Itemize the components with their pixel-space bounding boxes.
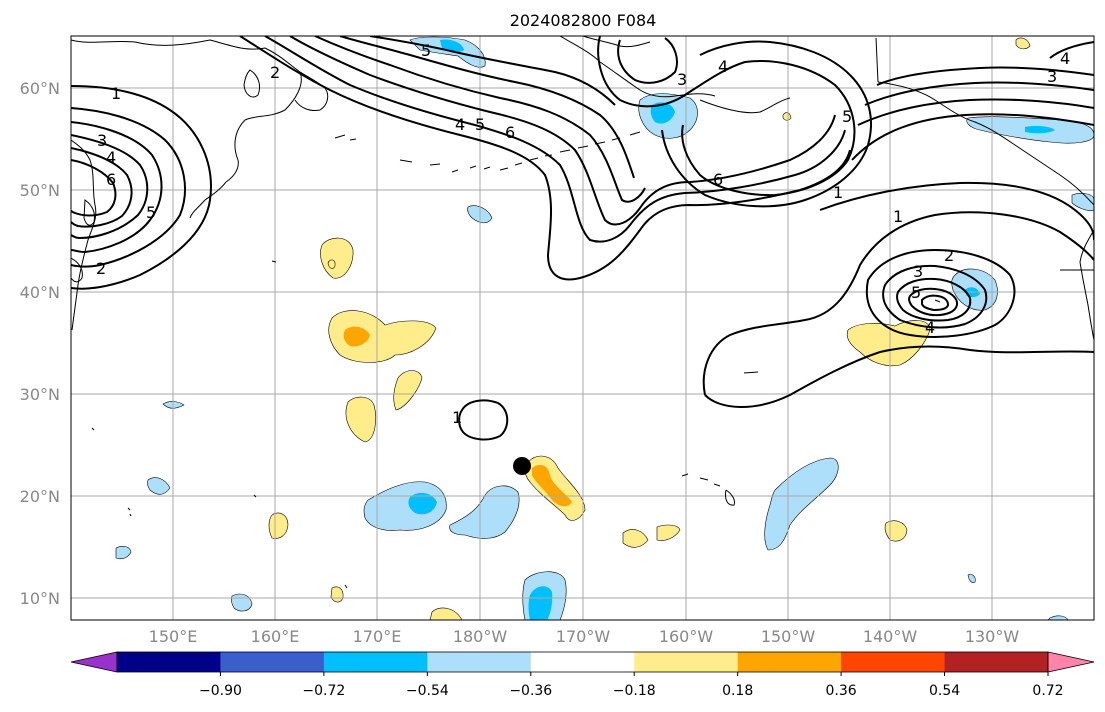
lat-tick-label: 10°N bbox=[20, 589, 60, 608]
contour-label: 5 bbox=[421, 41, 431, 60]
contour-label: 4 bbox=[925, 318, 935, 337]
colorbar-tick-label: 0.54 bbox=[929, 683, 960, 699]
contour-label: 6 bbox=[505, 123, 515, 142]
colorbar: −0.90 −0.72 −0.54 −0.36 −0.18 0.18 0.36 0.54 0.7… bbox=[70, 651, 1095, 699]
colorbar-left-extension bbox=[70, 651, 118, 673]
contour-labels: 1 3 4 6 5 2 2 4 5 6 5 3 4 5 6 1 1 3 4 2 … bbox=[96, 41, 1070, 427]
colorbar-tick-label: 0.72 bbox=[1032, 683, 1063, 699]
contour-label: 2 bbox=[270, 63, 280, 82]
contour-label: 5 bbox=[842, 107, 852, 126]
colorbar-right-extension bbox=[1047, 651, 1095, 673]
colorbar-tick-label: −0.90 bbox=[199, 683, 242, 699]
contour-label: 3 bbox=[97, 131, 107, 150]
plot-frame bbox=[70, 35, 1095, 621]
contour-label: 3 bbox=[1047, 67, 1057, 86]
contour-label: 5 bbox=[475, 115, 485, 134]
lon-tick-label: 140°W bbox=[863, 627, 918, 646]
contour-label: 2 bbox=[96, 259, 106, 278]
contour-label: 5 bbox=[146, 203, 156, 222]
lat-tick-label: 50°N bbox=[20, 181, 60, 200]
contour-label: 6 bbox=[713, 170, 723, 189]
colorbar-segment bbox=[530, 652, 635, 672]
colorbar-segment bbox=[634, 652, 739, 672]
lon-axis: 150°E 160°E 170°E 180°W 170°W 160°W 150°… bbox=[149, 627, 1020, 646]
colorbar-segment bbox=[944, 652, 1049, 672]
lon-tick-label: 180°W bbox=[453, 627, 508, 646]
contour-label: 2 bbox=[944, 246, 954, 265]
contour-label: 3 bbox=[677, 70, 687, 89]
storm-position-marker bbox=[513, 457, 531, 475]
plot-area: 1 3 4 6 5 2 2 4 5 6 5 3 4 5 6 1 1 3 4 2 … bbox=[71, 36, 1094, 620]
colorbar-tick-label: 0.36 bbox=[826, 683, 857, 699]
contour-label: 4 bbox=[1060, 49, 1070, 68]
contour-label: 1 bbox=[452, 408, 462, 427]
lat-tick-label: 60°N bbox=[20, 79, 60, 98]
contour-label: 4 bbox=[718, 57, 728, 76]
contour-label: 6 bbox=[106, 170, 116, 189]
colorbar-segment bbox=[117, 652, 221, 672]
lat-tick-label: 30°N bbox=[20, 385, 60, 404]
lon-tick-label: 170°E bbox=[353, 627, 402, 646]
contours bbox=[71, 36, 1094, 441]
lon-tick-label: 130°W bbox=[965, 627, 1020, 646]
colorbar-segment bbox=[737, 652, 842, 672]
lat-axis: 10°N 20°N 30°N 40°N 50°N 60°N bbox=[20, 79, 60, 608]
colorbar-segment bbox=[841, 652, 946, 672]
colorbar-tick-label: −0.54 bbox=[406, 683, 449, 699]
colorbar-tick-label: −0.18 bbox=[613, 683, 656, 699]
contour-label: 4 bbox=[106, 148, 116, 167]
colorbar-tick-label: −0.36 bbox=[509, 683, 552, 699]
lon-tick-label: 160°W bbox=[659, 627, 714, 646]
colorbar-segment bbox=[220, 652, 325, 672]
colorbar-frame bbox=[116, 651, 1049, 673]
lon-tick-label: 150°E bbox=[149, 627, 198, 646]
contour-label: 5 bbox=[911, 283, 921, 302]
contour-label: 4 bbox=[455, 115, 465, 134]
map-title: 2024082800 F084 bbox=[510, 11, 657, 30]
lon-tick-label: 160°E bbox=[251, 627, 300, 646]
contour-label: 1 bbox=[833, 183, 843, 202]
colorbar-tick-label: 0.18 bbox=[722, 683, 753, 699]
colorbar-segment bbox=[323, 652, 428, 672]
colorbar-segment bbox=[427, 652, 532, 672]
contour-label: 3 bbox=[913, 262, 923, 281]
lat-tick-label: 40°N bbox=[20, 283, 60, 302]
colorbar-tick-label: −0.72 bbox=[302, 683, 345, 699]
contour-label: 1 bbox=[893, 207, 903, 226]
lat-tick-label: 20°N bbox=[20, 487, 60, 506]
lon-tick-label: 170°W bbox=[556, 627, 611, 646]
strong-negative-anomaly-shading bbox=[408, 39, 1055, 620]
contour-label: 1 bbox=[111, 84, 121, 103]
lon-tick-label: 150°W bbox=[761, 627, 816, 646]
